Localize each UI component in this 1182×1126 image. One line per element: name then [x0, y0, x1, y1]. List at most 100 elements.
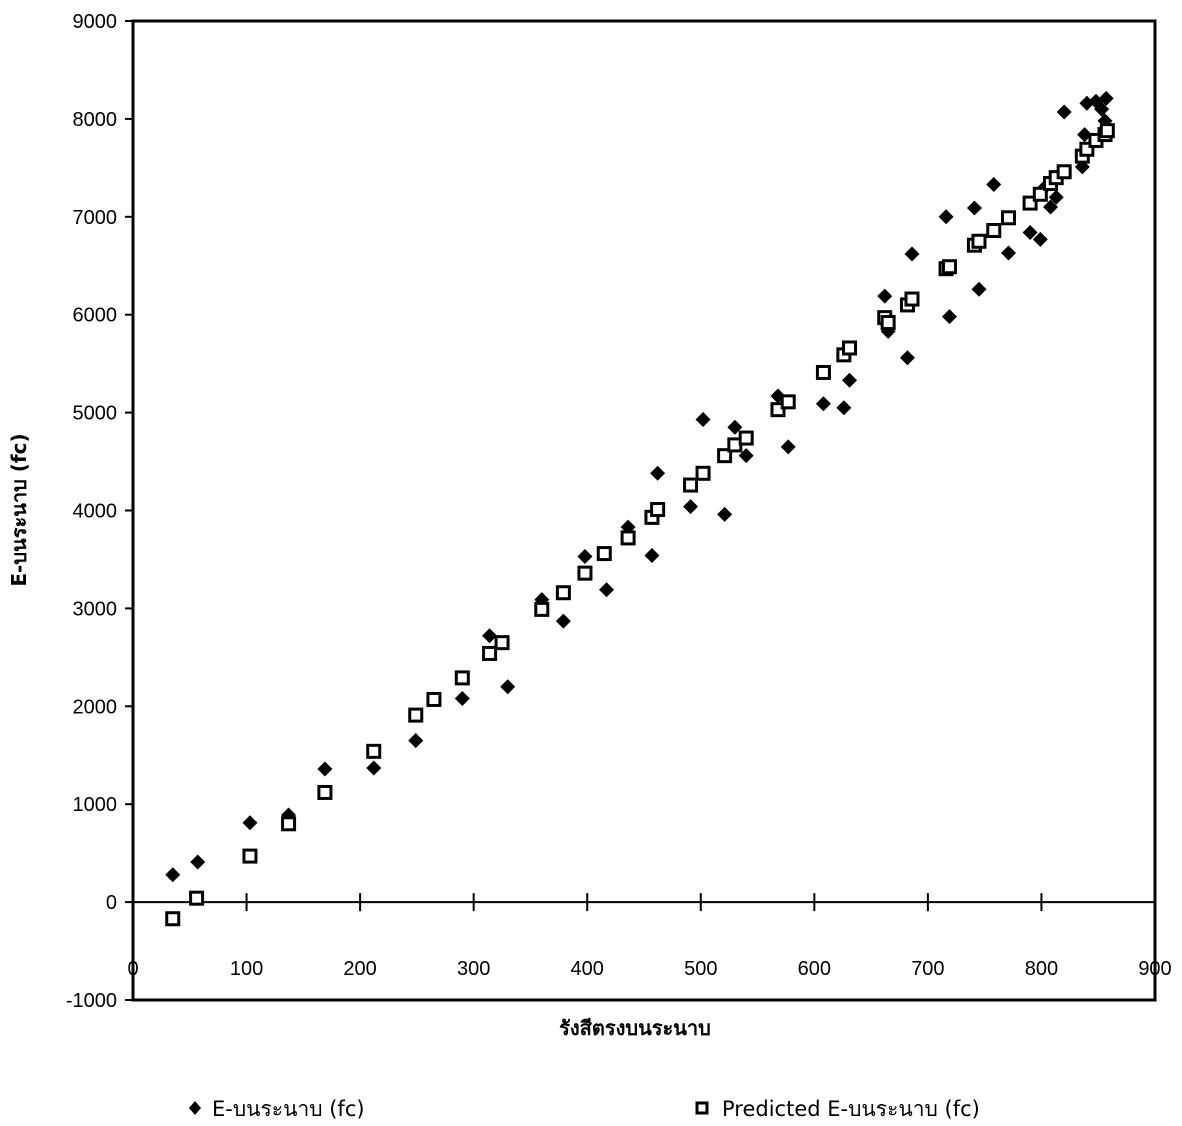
data-point-predicted: [189, 890, 205, 906]
data-point-actual: [1056, 104, 1072, 120]
y-tick-label: 3000: [73, 598, 118, 620]
y-tick-label: 2000: [73, 696, 118, 718]
data-point-predicted: [842, 340, 858, 356]
x-tick-label: 800: [1025, 958, 1058, 980]
data-point-predicted: [1056, 164, 1072, 180]
y-tick-label: 9000: [73, 11, 118, 33]
data-point-actual: [904, 246, 920, 262]
series-predicted-points: [165, 123, 1115, 927]
data-point-predicted: [1001, 210, 1017, 226]
data-point-actual: [1043, 199, 1059, 215]
data-point-predicted: [242, 848, 258, 864]
data-point-actual: [815, 396, 831, 412]
data-point-predicted: [738, 430, 754, 446]
data-point-actual: [555, 613, 571, 629]
plot-border: [131, 19, 1157, 1002]
legend-item-predicted: Predicted E-บนระนาบ (fc): [695, 1097, 980, 1121]
data-point-actual: [683, 499, 699, 515]
y-tick-label: 6000: [73, 305, 118, 327]
data-point-predicted: [941, 259, 957, 275]
data-point-actual: [727, 419, 743, 435]
data-point-predicted: [717, 448, 733, 464]
data-point-actual: [1077, 127, 1093, 143]
legend-diamond-marker: [189, 1101, 201, 1115]
data-point-predicted: [780, 394, 796, 410]
legend-label-actual: E-บนระนาบ (fc): [212, 1097, 365, 1121]
y-axis-title: E-บนระนาบ (fc): [7, 433, 31, 586]
y-tick-label: 7000: [73, 207, 118, 229]
data-point-predicted: [408, 707, 424, 723]
data-point-actual: [317, 761, 333, 777]
data-point-predicted: [620, 530, 636, 546]
legend: E-บนระนาบ (fc) Predicted E-บนระนาบ (fc): [189, 1097, 980, 1121]
data-point-predicted: [366, 743, 382, 759]
data-point-actual: [1094, 101, 1110, 117]
x-tick-label: 700: [911, 958, 944, 980]
x-tick-label: 500: [684, 958, 717, 980]
data-point-actual: [366, 760, 382, 776]
x-tick-label: 300: [457, 958, 490, 980]
data-point-predicted: [986, 223, 1002, 239]
y-tick-label: 1000: [73, 794, 118, 816]
data-point-predicted: [904, 291, 920, 307]
data-point-predicted: [1032, 186, 1048, 202]
y-tick-label: 4000: [73, 501, 118, 523]
data-point-actual: [1098, 90, 1114, 106]
x-tick-label: 200: [343, 958, 376, 980]
x-tick-label: 100: [230, 958, 263, 980]
data-point-actual: [190, 854, 206, 870]
data-point-actual: [454, 690, 470, 706]
data-point-actual: [938, 209, 954, 225]
data-point-predicted: [1099, 123, 1115, 139]
data-point-predicted: [494, 635, 510, 651]
data-point-predicted: [577, 565, 593, 581]
y-axis: -1000 0 1000 2000 3000 4000 5000 6000 7000 8000 90…: [66, 11, 133, 1012]
data-point-predicted: [555, 585, 571, 601]
data-point-actual: [738, 448, 754, 464]
data-point-actual: [986, 176, 1002, 192]
y-tick-label: 5000: [73, 403, 118, 425]
legend-label-predicted: Predicted E-บนระนาบ (fc): [722, 1097, 980, 1121]
data-point-actual: [717, 506, 733, 522]
data-point-predicted: [281, 816, 297, 832]
data-point-predicted: [880, 315, 896, 331]
data-point-actual: [599, 582, 615, 598]
data-point-actual: [482, 628, 498, 644]
data-point-actual: [408, 733, 424, 749]
data-point-actual: [165, 867, 181, 883]
y-tick-label: -1000: [66, 990, 117, 1012]
data-point-actual: [500, 679, 516, 695]
data-point-actual: [695, 411, 711, 427]
data-point-predicted: [971, 233, 987, 249]
data-point-predicted: [165, 911, 181, 927]
data-point-actual: [941, 309, 957, 325]
data-point-predicted: [596, 546, 612, 562]
data-point-actual: [877, 288, 893, 304]
data-point-predicted: [317, 784, 333, 800]
plot-area: [131, 19, 1157, 1002]
y-tick-label: 8000: [73, 109, 118, 131]
x-tick-label: 400: [571, 958, 604, 980]
data-point-actual: [242, 815, 258, 831]
data-point-predicted: [426, 691, 442, 707]
data-point-actual: [966, 200, 982, 216]
x-tick-label: 0: [127, 958, 138, 980]
data-point-predicted: [454, 670, 470, 686]
data-point-predicted: [534, 601, 550, 617]
legend-square-marker: [695, 1101, 709, 1115]
series-actual-points: [165, 90, 1114, 883]
data-point-predicted: [650, 502, 666, 518]
data-point-actual: [899, 350, 915, 366]
data-point-predicted: [695, 465, 711, 481]
x-axis: 0 100 200 300 400 500 600 700 800 900: [127, 893, 1172, 980]
data-point-actual: [842, 372, 858, 388]
legend-item-actual: E-บนระนาบ (fc): [189, 1097, 365, 1121]
data-point-actual: [1048, 189, 1064, 205]
data-point-actual: [836, 400, 852, 416]
data-point-actual: [644, 548, 660, 564]
y-tick-label: 0: [106, 892, 117, 914]
x-tick-label: 900: [1138, 958, 1171, 980]
data-point-actual: [1001, 245, 1017, 261]
data-point-actual: [577, 549, 593, 565]
